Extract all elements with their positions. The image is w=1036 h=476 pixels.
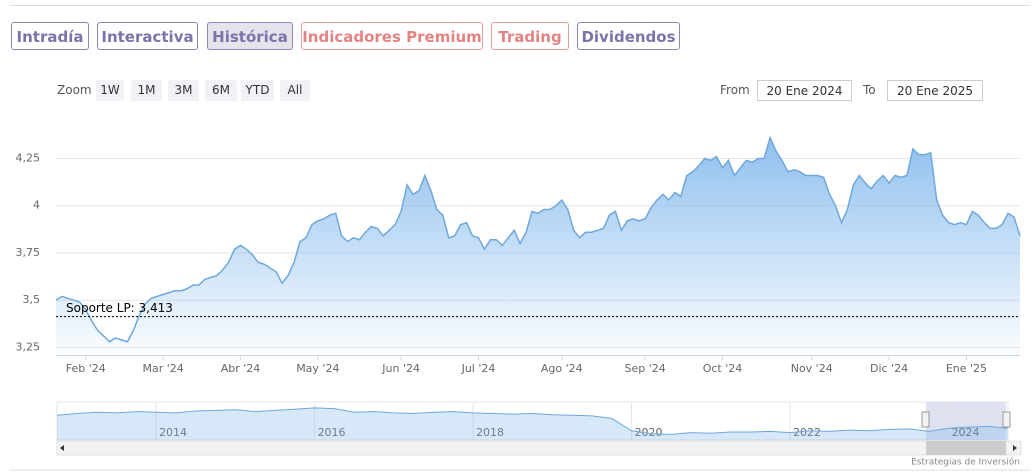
- x-tick-label: Abr '24: [221, 362, 261, 375]
- tab[interactable]: Indicadores Premium: [301, 22, 483, 50]
- navigator-selection[interactable]: [926, 402, 1006, 440]
- x-tick-label: Sep '24: [624, 362, 665, 375]
- credit: Estrategias de Inversión: [911, 457, 1020, 468]
- from-label: From: [720, 83, 750, 97]
- navigator-area: [57, 407, 1008, 440]
- navigator-handle[interactable]: [921, 411, 930, 428]
- scrollbar-track[interactable]: [56, 440, 1022, 456]
- y-tick-label: 3,75: [16, 246, 41, 259]
- tab-selected[interactable]: Histórica: [207, 22, 293, 50]
- navigator-handle[interactable]: [1002, 411, 1011, 428]
- support-label: Soporte LP: 3,413: [66, 301, 173, 315]
- x-tick-label: Feb '24: [66, 362, 106, 375]
- price-line: [55, 135, 1021, 343]
- y-tick-label: 4: [33, 199, 40, 212]
- scroll-left[interactable]: [60, 445, 64, 451]
- zoom-button[interactable]: 1M: [131, 80, 162, 101]
- to-label: To: [863, 83, 876, 97]
- x-tick-label: Oct '24: [703, 362, 743, 375]
- navigator-year: 2022: [793, 426, 821, 439]
- tab[interactable]: Trading: [491, 22, 569, 50]
- navigator-year: 2020: [635, 426, 663, 439]
- x-tick-label: Nov '24: [791, 362, 833, 375]
- zoom-button[interactable]: 1W: [96, 80, 124, 101]
- zoom-button[interactable]: All: [280, 80, 310, 101]
- x-tick-label: Ene '25: [946, 362, 987, 375]
- tab[interactable]: Intradía: [11, 22, 89, 50]
- tab[interactable]: Interactiva: [97, 22, 198, 50]
- to-input[interactable]: 20 Ene 2025: [887, 80, 983, 101]
- navigator-year: 2018: [476, 426, 504, 439]
- x-tick-label: Ago '24: [541, 362, 583, 375]
- x-tick-label: Mar '24: [142, 362, 183, 375]
- scrollbar-thumb[interactable]: [926, 441, 1006, 455]
- zoom-button[interactable]: 3M: [168, 80, 199, 101]
- x-tick-label: May '24: [296, 362, 339, 375]
- x-tick-label: Jul '24: [461, 362, 496, 375]
- navigator-year: 2016: [318, 426, 346, 439]
- y-tick-label: 3,5: [23, 293, 41, 306]
- x-tick-label: Dic '24: [870, 362, 908, 375]
- tab[interactable]: Dividendos: [577, 22, 680, 50]
- navigator-year: 2024: [952, 426, 980, 439]
- y-tick-label: 3,25: [16, 340, 41, 353]
- zoom-button[interactable]: YTD: [241, 80, 274, 101]
- top-rule: [10, 5, 1030, 6]
- zoom-button[interactable]: 6M: [205, 80, 237, 101]
- zoom-label: Zoom: [57, 83, 92, 97]
- area-fill: [56, 137, 1020, 355]
- from-input[interactable]: 20 Ene 2024: [757, 80, 852, 101]
- x-tick-label: Jun '24: [381, 362, 420, 375]
- navigator-year: 2014: [159, 426, 187, 439]
- scroll-right[interactable]: [1013, 445, 1017, 451]
- navigator-line: [56, 407, 1009, 435]
- y-tick-label: 4,25: [16, 151, 41, 164]
